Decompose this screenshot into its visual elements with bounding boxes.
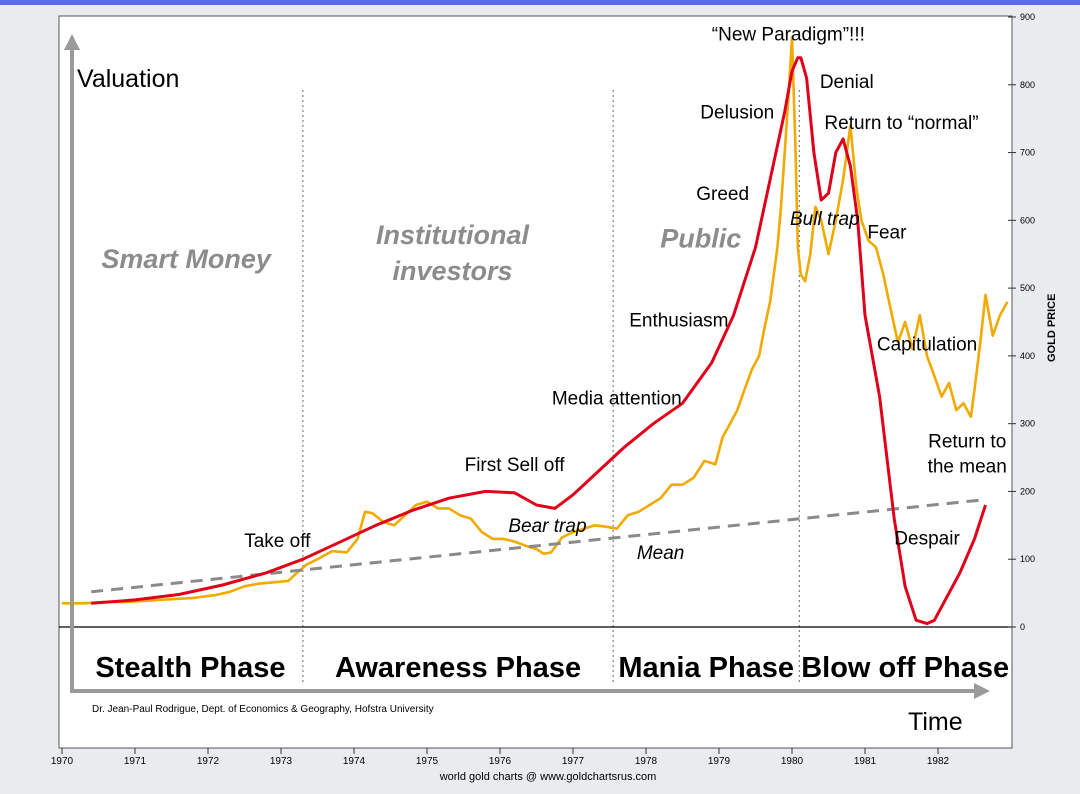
group-label: Public <box>660 223 741 253</box>
y-tick-label: 400 <box>1020 351 1035 361</box>
top-accent-bar <box>0 0 1080 5</box>
annotation-label: Take off <box>244 531 311 552</box>
x-tick-label: 1972 <box>197 756 220 767</box>
annotation-label: Denial <box>820 72 874 93</box>
x-tick-label: 1982 <box>927 756 950 767</box>
annotation-label: Return to <box>928 431 1006 452</box>
annotation-label: Media attention <box>552 389 682 410</box>
gold-price-line <box>62 36 1009 605</box>
annotation-label: Enthusiasm <box>629 311 728 332</box>
phase-labels: Stealth Phase Awareness Phase Mania Phase B… <box>95 652 1009 684</box>
valuation-axis-label: Valuation <box>77 65 179 93</box>
time-axis-label: Time <box>908 708 963 736</box>
x-tick-label: 1971 <box>124 756 147 767</box>
phase-label: Stealth Phase <box>95 652 285 684</box>
valuation-curve <box>91 56 987 626</box>
x-tick-label: 1981 <box>854 756 877 767</box>
y-tick-label: 800 <box>1020 80 1035 90</box>
gold-price-axis: 0 100 200 300 400 500 600 700 800 900 <box>1008 12 1035 632</box>
x-tick-label: 1976 <box>489 756 512 767</box>
participant-group-labels: Smart Money Institutional investors Public <box>101 220 741 286</box>
y-axis-title: GOLD PRICE <box>1046 294 1058 362</box>
plot-background <box>58 15 1013 749</box>
year-axis: 1970 1971 1972 1973 1974 1975 1976 1977 1978 1979… <box>51 747 1012 767</box>
phase-label: Blow off Phase <box>801 652 1009 684</box>
annotation-label: the mean <box>928 456 1007 477</box>
y-tick-label: 500 <box>1020 283 1035 293</box>
x-tick-label: 1973 <box>270 756 293 767</box>
phase-label: Awareness Phase <box>335 652 581 684</box>
y-tick-label: 900 <box>1020 12 1035 22</box>
y-tick-label: 100 <box>1020 554 1035 564</box>
annotation-label: Greed <box>696 184 749 205</box>
y-tick-label: 600 <box>1020 215 1035 225</box>
group-label: investors <box>393 256 513 286</box>
phase-label: Mania Phase <box>618 652 794 684</box>
x-tick-label: 1975 <box>416 756 439 767</box>
x-tick-label: 1974 <box>343 756 366 767</box>
annotation-label: First Sell off <box>465 455 566 476</box>
annotation-label: “New Paradigm”!!! <box>712 25 865 46</box>
annotation-label: Bull trap <box>790 209 860 230</box>
phase-dividers <box>302 90 800 682</box>
x-tick-label: 1980 <box>781 756 804 767</box>
x-tick-label: 1970 <box>51 756 74 767</box>
annotation-label: Return to “normal” <box>824 113 978 134</box>
annotation-label: Fear <box>867 223 907 244</box>
y-tick-label: 300 <box>1020 419 1035 429</box>
group-label: Institutional <box>376 220 529 250</box>
annotation-label: Delusion <box>700 103 774 124</box>
annotation-label: Mean <box>637 543 685 564</box>
x-tick-label: 1977 <box>562 756 585 767</box>
group-label: Smart Money <box>101 244 273 274</box>
y-tick-label: 700 <box>1020 148 1035 158</box>
annotation-label: Capitulation <box>877 334 977 355</box>
valuation-arrowhead <box>64 34 80 50</box>
y-tick-label: 0 <box>1020 622 1025 632</box>
annotations: Take off First Sell off Bear trap Mean Media… <box>244 25 1007 565</box>
x-tick-label: 1978 <box>635 756 658 767</box>
footer-source: world gold charts @ www.goldchartsrus.co… <box>439 771 657 783</box>
y-tick-label: 200 <box>1020 486 1035 496</box>
time-arrowhead <box>974 683 990 699</box>
mean-trend-line <box>91 498 986 594</box>
annotation-label: Despair <box>894 528 960 549</box>
x-tick-label: 1979 <box>708 756 731 767</box>
credit-text: Dr. Jean-Paul Rodrigue, Dept. of Economi… <box>92 704 434 715</box>
annotation-label: Bear trap <box>508 516 586 537</box>
